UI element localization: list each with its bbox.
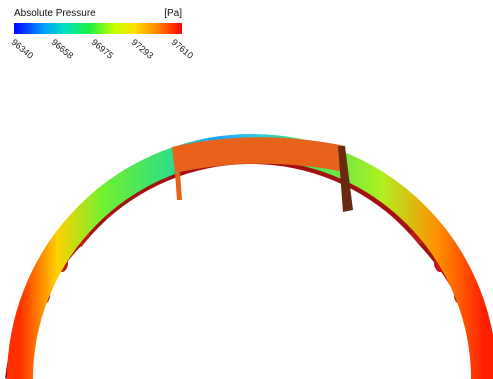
housing-segment	[172, 137, 345, 173]
legend-unit: [Pa]	[164, 8, 182, 19]
pressure-legend: Absolute Pressure [Pa] 96340 96658 96975…	[10, 8, 196, 78]
legend-title: Absolute Pressure	[14, 8, 96, 19]
housing-side	[338, 146, 353, 212]
hub-disc	[36, 164, 466, 379]
legend-color-bar	[14, 23, 182, 34]
housing-strut-left	[175, 173, 182, 200]
